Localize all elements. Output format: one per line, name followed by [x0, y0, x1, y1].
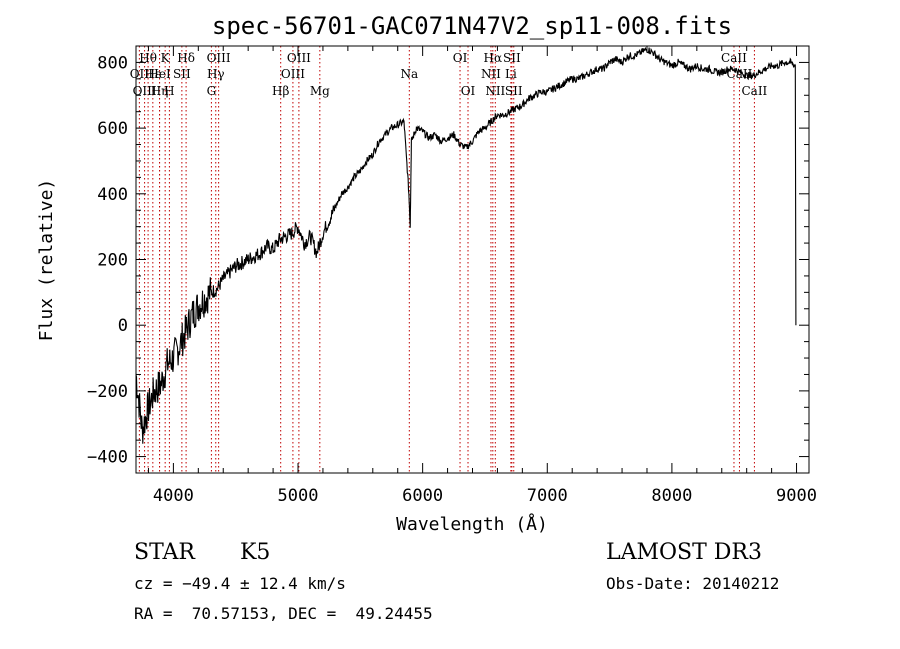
line-marker-label: Mg [310, 84, 330, 98]
line-marker-label: OI [461, 84, 476, 98]
x-tick-label: 9000 [776, 486, 817, 506]
y-tick-label: 400 [97, 185, 128, 205]
line-marker-label: OIII [133, 84, 157, 98]
y-tick-label: 0 [118, 316, 128, 336]
line-marker-label: Hη [151, 84, 169, 98]
spectrum-line [135, 46, 797, 444]
line-marker-label: OI [453, 51, 468, 65]
y-axis-label: Flux (relative) [36, 179, 57, 342]
y-tick-label: −400 [87, 448, 128, 468]
line-marker-label: Hθ [139, 51, 157, 65]
x-axis-ticks: 4000 5000 6000 7000 8000 9000 [147, 46, 817, 506]
object-class: STAR [134, 540, 195, 565]
line-marker-label: Hγ [207, 67, 225, 81]
line-marker-label: OIII [287, 51, 311, 65]
chart-title: spec-56701-GAC071N47V2_sp11-008.fits [212, 12, 732, 40]
line-marker-label: NII [485, 84, 505, 98]
x-axis-label: Wavelength (Å) [396, 513, 548, 535]
emission-line-labels: Hθ OII OIII HεK HeI Hη Hδ SII H OIII Hγ G Hβ OIII OIII… [130, 51, 768, 98]
line-marker-label: HeI [148, 67, 171, 81]
object-subclass: K5 [240, 540, 271, 565]
x-tick-label: 4000 [153, 486, 194, 506]
observation-date: Obs-Date: 20140212 [606, 574, 780, 593]
line-marker-label: H [164, 84, 174, 98]
emission-line-markers [138, 46, 755, 473]
line-marker-label: CaII [721, 51, 747, 65]
x-tick-label: 7000 [527, 486, 568, 506]
line-marker-label: SII [503, 51, 521, 65]
line-marker-label: G [207, 84, 217, 98]
line-marker-label: Hδ [177, 51, 195, 65]
line-marker-label: Na [400, 67, 418, 81]
line-marker-label: Hε [144, 67, 161, 81]
y-tick-label: −200 [87, 382, 128, 402]
y-tick-label: 800 [97, 53, 128, 73]
line-marker-label: OIII [281, 67, 305, 81]
survey-name: LAMOST DR3 [606, 540, 762, 565]
line-marker-label: SII [505, 84, 523, 98]
y-tick-label: 200 [97, 251, 128, 271]
line-marker-label: OII [130, 67, 150, 81]
line-marker-label: K [161, 51, 171, 65]
line-marker-label: Li [505, 67, 517, 81]
line-marker-label: SII [173, 67, 191, 81]
y-tick-label: 600 [97, 119, 128, 139]
x-tick-label: 8000 [651, 486, 692, 506]
line-marker-label: Hα [484, 51, 503, 65]
x-tick-label: 5000 [278, 486, 319, 506]
line-marker-label: Hβ [272, 84, 289, 98]
redshift-velocity: cz = −49.4 ± 12.4 km/s [134, 574, 346, 593]
coordinates: RA = 70.57153, DEC = 49.24455 [134, 604, 433, 623]
x-tick-label: 6000 [402, 486, 443, 506]
line-marker-label: OIII [207, 51, 231, 65]
line-marker-label: CaII [741, 84, 767, 98]
y-axis-ticks: −400 −200 0 200 400 600 800 [87, 53, 809, 468]
line-marker-label: NII [481, 67, 501, 81]
